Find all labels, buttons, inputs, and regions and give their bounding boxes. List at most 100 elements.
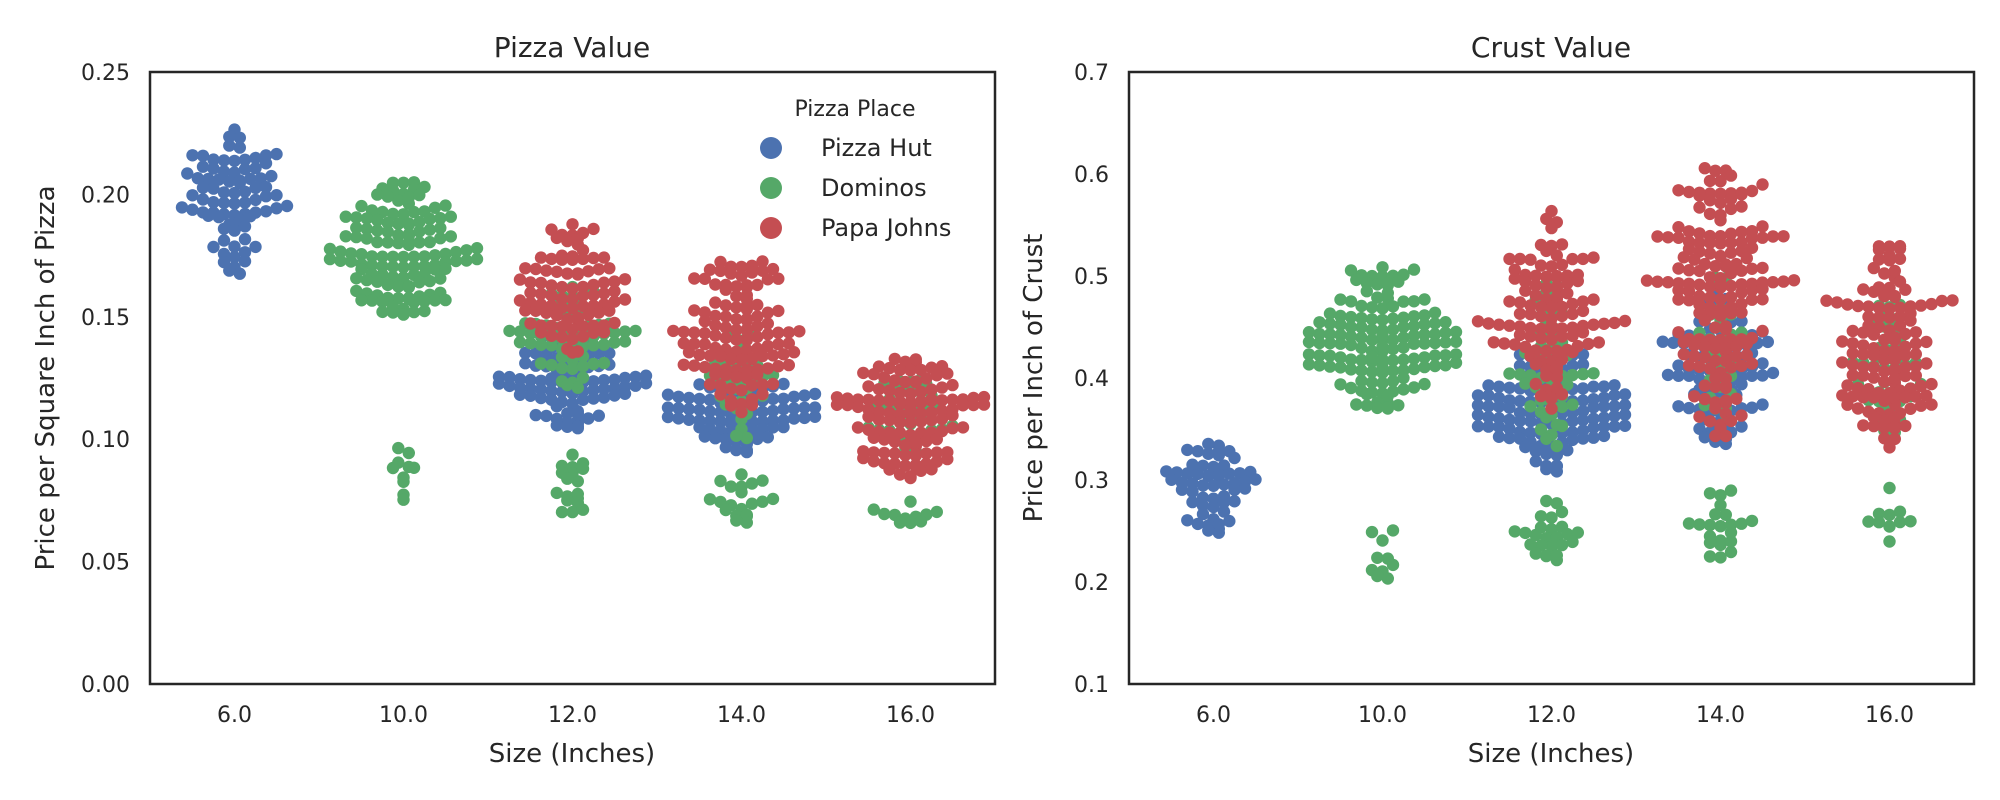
point-pizza-hut <box>207 153 220 166</box>
point-papa-johns <box>571 267 584 280</box>
point-papa-johns <box>914 464 928 477</box>
point-papa-johns <box>524 276 537 289</box>
point-dominos <box>1418 377 1431 391</box>
point-dominos <box>350 221 363 234</box>
point-pizza-hut <box>766 404 780 418</box>
point-papa-johns <box>576 252 590 266</box>
point-dominos <box>413 188 426 202</box>
point-papa-johns <box>1899 419 1912 433</box>
point-papa-johns <box>1846 347 1860 360</box>
point-pizza-hut <box>1228 483 1241 497</box>
point-pizza-hut <box>1212 526 1226 539</box>
point-pizza-hut <box>1212 468 1226 481</box>
point-dominos <box>1719 508 1733 521</box>
point-papa-johns <box>1545 402 1558 415</box>
point-papa-johns <box>682 346 696 359</box>
point-dominos <box>350 272 363 285</box>
point-pizza-hut <box>1566 359 1579 373</box>
point-pizza-hut <box>672 412 685 425</box>
point-papa-johns <box>1709 402 1722 415</box>
point-dominos <box>608 326 621 339</box>
point-pizza-hut <box>1656 335 1670 348</box>
point-dominos <box>360 273 373 287</box>
point-papa-johns <box>1730 340 1743 353</box>
point-papa-johns <box>745 398 759 412</box>
point-papa-johns <box>1677 348 1691 361</box>
point-dominos <box>428 201 442 214</box>
point-papa-johns <box>899 375 912 389</box>
point-pizza-hut <box>672 402 685 415</box>
point-papa-johns <box>1688 349 1701 363</box>
point-papa-johns <box>1534 331 1548 345</box>
point-dominos <box>1344 295 1358 308</box>
point-dominos <box>1365 323 1379 336</box>
point-dominos <box>439 293 452 307</box>
point-dominos <box>1503 367 1516 380</box>
x-tick-label: 14.0 <box>1696 703 1745 728</box>
point-papa-johns <box>1571 274 1585 288</box>
pizza-value-title: Pizza Value <box>494 31 650 64</box>
point-papa-johns <box>1540 369 1553 382</box>
point-dominos <box>1313 316 1326 329</box>
point-papa-johns <box>1714 187 1727 200</box>
point-papa-johns <box>719 368 732 382</box>
point-papa-johns <box>709 296 722 309</box>
point-papa-johns <box>550 265 563 278</box>
point-dominos <box>460 244 473 257</box>
point-dominos <box>1439 349 1452 362</box>
point-papa-johns <box>545 319 558 333</box>
point-dominos <box>1418 309 1431 322</box>
point-dominos <box>1323 337 1337 350</box>
point-papa-johns <box>1846 324 1860 338</box>
point-papa-johns <box>1830 296 1844 309</box>
point-dominos <box>444 230 457 243</box>
point-papa-johns <box>1561 287 1574 300</box>
point-dominos <box>561 472 574 485</box>
point-dominos <box>392 441 405 455</box>
point-papa-johns <box>1724 202 1738 216</box>
point-papa-johns <box>1735 188 1748 201</box>
point-papa-johns <box>956 421 970 434</box>
point-papa-johns <box>841 398 854 412</box>
point-dominos <box>914 515 928 528</box>
point-papa-johns <box>1703 174 1717 188</box>
point-papa-johns <box>1888 363 1902 376</box>
point-papa-johns <box>1524 253 1537 266</box>
point-dominos <box>402 236 415 249</box>
x-tick-label: 6.0 <box>1196 703 1231 728</box>
point-papa-johns <box>740 312 753 326</box>
point-papa-johns <box>1492 318 1506 331</box>
point-dominos <box>555 505 569 519</box>
point-papa-johns <box>1587 251 1600 264</box>
point-papa-johns <box>1735 286 1748 299</box>
point-dominos <box>1386 312 1400 325</box>
point-papa-johns <box>1693 360 1706 373</box>
point-pizza-hut <box>1576 382 1590 395</box>
point-dominos <box>1365 525 1379 539</box>
point-dominos <box>407 305 421 319</box>
point-pizza-hut <box>1587 421 1600 434</box>
point-dominos <box>350 284 363 298</box>
point-papa-johns <box>1597 317 1611 330</box>
point-papa-johns <box>1735 236 1748 249</box>
point-papa-johns <box>914 395 928 408</box>
point-papa-johns <box>566 253 579 266</box>
point-pizza-hut <box>1745 369 1759 382</box>
point-papa-johns <box>1909 390 1923 403</box>
point-pizza-hut <box>661 388 675 401</box>
point-papa-johns <box>872 413 886 426</box>
point-pizza-hut <box>492 377 506 390</box>
point-papa-johns <box>1651 230 1664 243</box>
point-dominos <box>1386 558 1400 572</box>
point-pizza-hut <box>244 210 257 223</box>
point-pizza-hut <box>228 250 241 264</box>
point-dominos <box>1344 363 1358 376</box>
point-dominos <box>576 462 590 475</box>
point-papa-johns <box>1545 301 1558 314</box>
point-papa-johns <box>1714 175 1727 188</box>
point-papa-johns <box>888 447 901 460</box>
point-papa-johns <box>688 326 701 339</box>
point-papa-johns <box>1914 379 1928 393</box>
point-pizza-hut <box>1492 412 1506 425</box>
point-dominos <box>1545 540 1558 553</box>
